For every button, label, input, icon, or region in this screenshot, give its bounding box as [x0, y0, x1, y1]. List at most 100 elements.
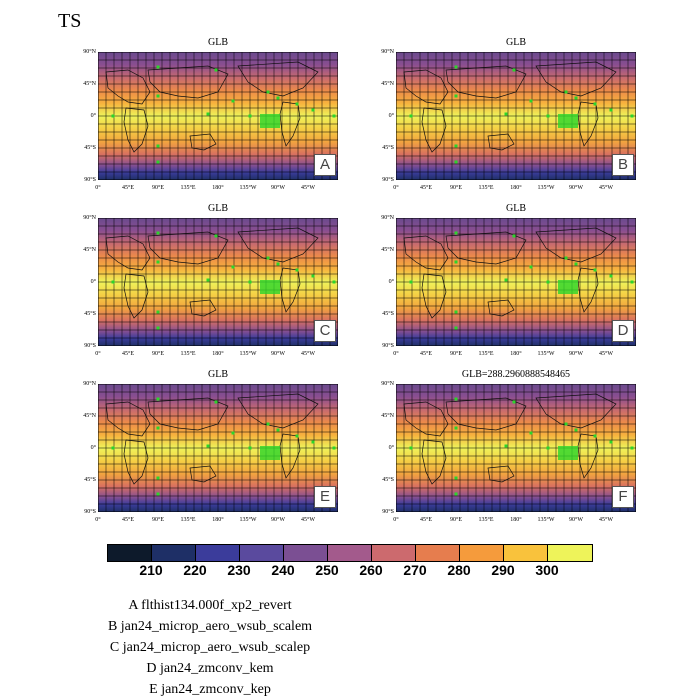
panel-title: GLB: [208, 37, 228, 48]
map-panel-a: GLB 90°N 45°N 0° 45°S 90°S 0° 45°E 90°E 135°E 180°…: [83, 37, 338, 202]
lat-tick-label: 45°N: [381, 81, 394, 87]
lat-tick-label: 45°N: [83, 247, 96, 253]
lon-tick-label: 90°W: [270, 351, 286, 357]
lat-tick-label: 45°S: [84, 311, 96, 317]
legend-entry: D jan24_zmconv_kem: [146, 661, 274, 676]
colorbar-swatch: [504, 545, 548, 561]
panel-title: GLB: [506, 203, 526, 214]
lat-tick-label: 0°: [90, 279, 96, 285]
colorbar-level-label: 280: [447, 562, 471, 578]
panel-letter-label: A: [314, 154, 336, 176]
panel-title: GLB: [506, 37, 526, 48]
lon-tick-label: 135°W: [537, 517, 555, 523]
lat-tick-label: 45°S: [84, 477, 96, 483]
colorbar-swatch: [416, 545, 460, 561]
lon-tick-label: 180°: [510, 185, 522, 191]
lon-tick-label: 180°: [212, 351, 224, 357]
colorbar-level-label: 300: [535, 562, 559, 578]
surface-temperature-map: [98, 218, 338, 346]
lon-tick-label: 0°: [95, 351, 101, 357]
panel-letter-label: D: [612, 320, 634, 342]
lon-tick-label: 90°W: [270, 185, 286, 191]
lon-tick-label: 135°E: [478, 185, 494, 191]
lat-tick-label: 0°: [388, 113, 394, 119]
page-title: TS: [58, 10, 82, 32]
lat-tick-label: 0°: [90, 445, 96, 451]
colorbar-level-label: 230: [227, 562, 251, 578]
colorbar-swatch: [328, 545, 372, 561]
lon-tick-label: 45°W: [300, 517, 316, 523]
lon-tick-label: 90°E: [449, 351, 463, 357]
lon-tick-label: 90°E: [449, 517, 463, 523]
colorbar-swatch: [460, 545, 504, 561]
lat-tick-label: 90°S: [84, 343, 96, 349]
panel-title: GLB=288.2960888548465: [461, 369, 571, 380]
panel-letter-label: E: [314, 486, 336, 508]
lon-tick-label: 135°E: [478, 351, 494, 357]
lon-tick-label: 135°W: [537, 351, 555, 357]
lon-tick-label: 90°E: [151, 517, 165, 523]
lat-tick-label: 45°N: [83, 413, 96, 419]
lon-tick-label: 90°W: [568, 185, 584, 191]
lon-tick-label: 135°W: [537, 185, 555, 191]
lon-tick-label: 45°W: [300, 351, 316, 357]
lon-tick-label: 45°E: [121, 185, 135, 191]
surface-temperature-map: [98, 384, 338, 512]
lat-tick-label: 90°S: [382, 177, 394, 183]
surface-temperature-map: [396, 384, 636, 512]
lat-tick-label: 45°N: [381, 247, 394, 253]
map-panel-b: GLB 90°N 45°N 0° 45°S 90°S 0° 45°E 90°E 135°E 180°…: [381, 37, 636, 202]
lon-tick-label: 45°W: [598, 185, 614, 191]
lat-tick-label: 90°S: [382, 509, 394, 515]
lon-tick-label: 45°E: [121, 517, 135, 523]
colorbar-swatch: [240, 545, 284, 561]
lon-tick-label: 180°: [212, 185, 224, 191]
lon-tick-label: 180°: [212, 517, 224, 523]
lat-tick-label: 90°N: [381, 381, 394, 387]
map-panel-c: GLB 90°N 45°N 0° 45°S 90°S 0° 45°E 90°E 135°E 180°…: [83, 203, 338, 368]
lon-tick-label: 45°W: [598, 351, 614, 357]
lat-tick-label: 90°S: [84, 509, 96, 515]
lon-tick-label: 135°E: [180, 351, 196, 357]
lon-tick-label: 90°W: [568, 351, 584, 357]
lat-tick-label: 90°N: [83, 215, 96, 221]
map-panel-f: GLB=288.2960888548465 90°N 45°N 0° 45°S 90°S 0…: [381, 369, 636, 534]
colorbar-swatch: [152, 545, 196, 561]
lat-tick-label: 90°N: [381, 49, 394, 55]
colorbar-level-label: 210: [139, 562, 163, 578]
lat-tick-label: 45°S: [382, 311, 394, 317]
lon-tick-label: 0°: [95, 185, 101, 191]
lon-tick-label: 90°E: [151, 351, 165, 357]
map-panel-e: GLB 90°N 45°N 0° 45°S 90°S 0° 45°E 90°E 135°E 180°…: [83, 369, 338, 534]
map-panel-d: GLB 90°N 45°N 0° 45°S 90°S 0° 45°E 90°E 135°E 180°…: [381, 203, 636, 368]
lon-tick-label: 0°: [393, 185, 399, 191]
lat-tick-label: 90°S: [84, 177, 96, 183]
lat-tick-label: 0°: [388, 445, 394, 451]
lon-tick-label: 45°W: [300, 185, 316, 191]
panel-letter-label: C: [314, 320, 336, 342]
lat-tick-label: 0°: [90, 113, 96, 119]
colorbar-swatch: [372, 545, 416, 561]
panel-title: GLB: [208, 203, 228, 214]
lat-tick-label: 90°N: [381, 215, 394, 221]
lon-tick-label: 135°E: [180, 185, 196, 191]
lat-tick-label: 0°: [388, 279, 394, 285]
colorbar-swatch: [108, 545, 152, 561]
colorbar: [107, 544, 593, 562]
legend-entry: C jan24_microp_aero_wsub_scalep: [109, 640, 311, 655]
surface-temperature-map: [396, 218, 636, 346]
colorbar-level-label: 260: [359, 562, 383, 578]
colorbar-level-label: 220: [183, 562, 207, 578]
legend-entry: E jan24_zmconv_kep: [149, 682, 271, 697]
lon-tick-label: 90°E: [151, 185, 165, 191]
lon-tick-label: 135°W: [239, 351, 257, 357]
lon-tick-label: 90°W: [568, 517, 584, 523]
lon-tick-label: 45°E: [419, 185, 433, 191]
panel-title: GLB: [208, 369, 228, 380]
colorbar-level-label: 290: [491, 562, 515, 578]
lon-tick-label: 45°E: [419, 517, 433, 523]
panel-letter-label: B: [612, 154, 634, 176]
lon-tick-label: 135°W: [239, 185, 257, 191]
lat-tick-label: 45°S: [382, 477, 394, 483]
colorbar-swatch: [284, 545, 328, 561]
